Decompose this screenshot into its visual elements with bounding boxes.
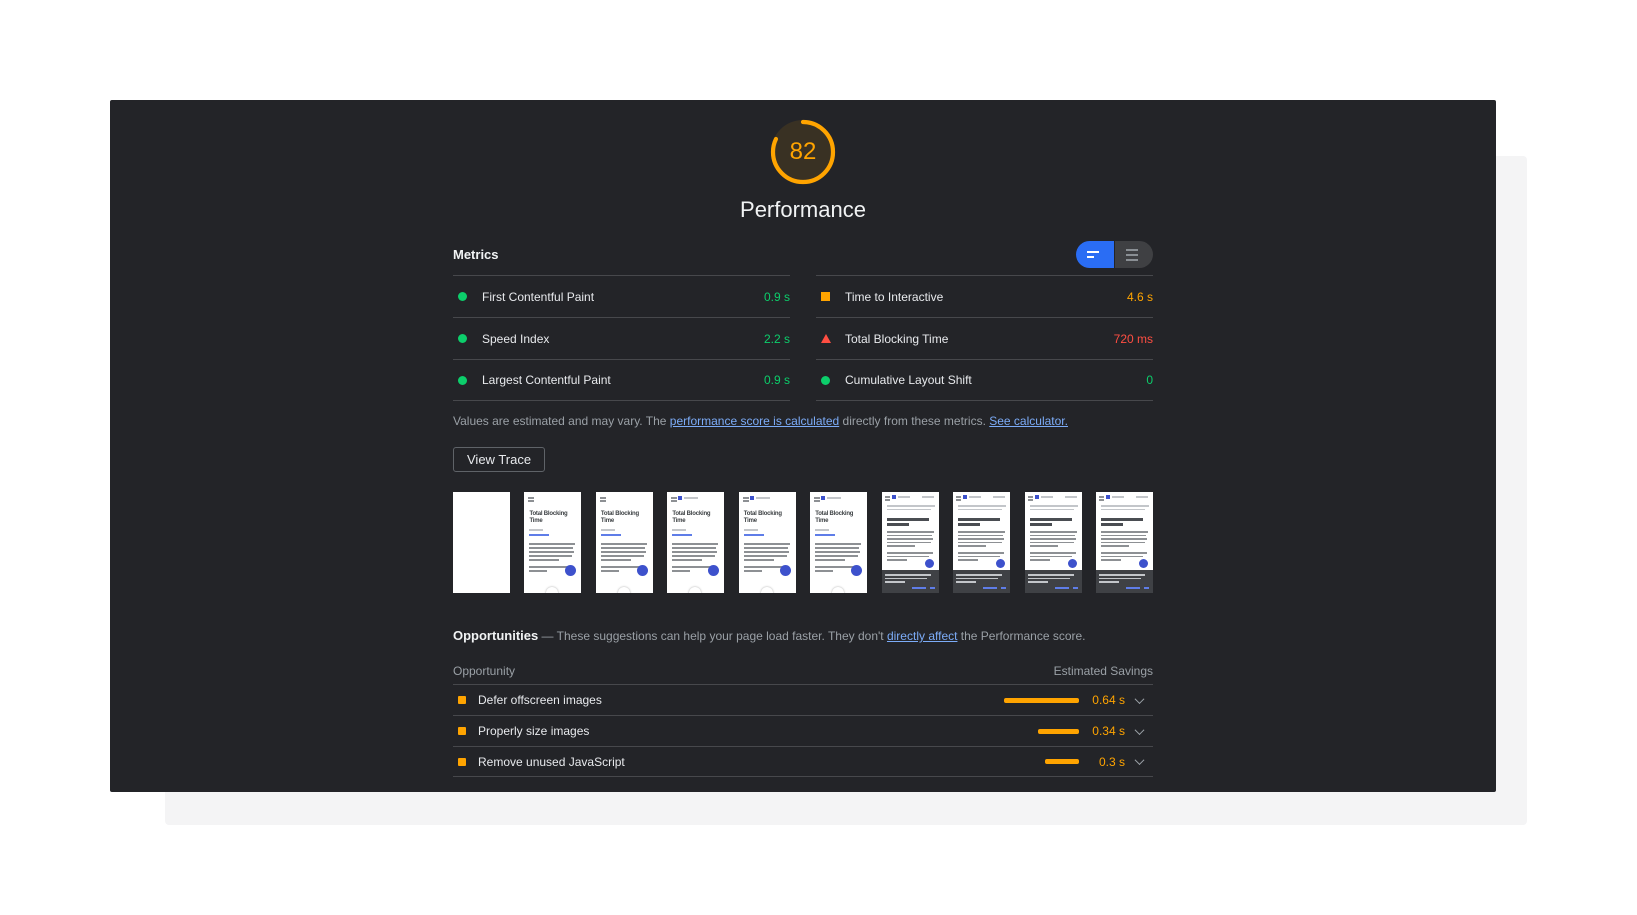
opportunity-row-properly-size-images[interactable]: Properly size images 0.34 s [453,715,1153,746]
filter-condensed-icon [1087,251,1099,253]
metrics-heading: Metrics [453,247,499,262]
opportunity-column-label: Opportunity [453,664,516,678]
filmstrip-frame: Total Blocking Time [524,492,582,593]
metric-row-lcp: Largest Contentful Paint 0.9 s [453,359,790,401]
metrics-header: Metrics [453,241,1153,268]
pass-icon [821,375,845,385]
page-title: Performance [740,197,866,222]
opportunity-warning-icon [458,727,466,735]
see-calculator-link[interactable]: See calculator. [989,414,1068,428]
score-value: 82 [789,138,817,165]
metric-value: 0 [1146,373,1153,387]
filmstrip-frame [953,492,1011,593]
metric-value: 0.9 s [763,373,790,387]
chevron-down-icon[interactable] [1125,693,1153,704]
filmstrip-frame [881,492,939,593]
savings-bar [1045,759,1079,764]
lighthouse-performance-card: 82 Performance Metrics [110,100,1496,792]
filmstrip-frame: Total Blocking Time [595,492,653,593]
performance-score-gauge[interactable]: 82 [769,118,837,186]
filmstrip-frame [1024,492,1082,593]
toggle-all-metrics-button[interactable] [1115,241,1153,268]
metric-value: 4.6 s [1126,289,1153,304]
metric-row-tbt: Total Blocking Time 720 ms [816,317,1153,359]
savings-bar [1004,697,1079,703]
opportunity-warning-icon [458,696,466,704]
estimated-savings-column-label: Estimated Savings [1053,664,1153,678]
pass-icon [458,292,482,301]
menu-lines-icon [1126,248,1138,251]
gauge-section: 82 [453,100,1153,186]
metrics-disclaimer: Values are estimated and may vary. The p… [453,414,1068,428]
opportunities-table: Defer offscreen images 0.64 s Properly s… [453,684,1153,777]
opportunity-warning-icon [458,757,466,766]
opportunities-heading: Opportunities — These suggestions can he… [453,628,1086,643]
filmstrip-frame [453,492,510,593]
view-trace-button[interactable]: View Trace [453,447,546,472]
filmstrip-frame: Total Blocking Time [667,492,725,593]
chevron-down-icon[interactable] [1125,755,1153,766]
score-ring-icon [770,119,836,185]
opportunities-column-headers: Opportunity Estimated Savings [453,664,1153,678]
performance-score-calculated-link[interactable]: performance score is calculated [669,414,840,428]
directly-affect-link[interactable]: directly affect [886,629,958,643]
savings-value: 0.3 s [1098,754,1125,769]
opportunity-row-remove-unused-javascript[interactable]: Remove unused JavaScript 0.3 s [453,746,1153,777]
toggle-relevant-audits-button[interactable] [1076,241,1114,268]
savings-value: 0.64 s [1092,693,1125,707]
metrics-grid: First Contentful Paint 0.9 s Speed Index… [453,275,1153,401]
metric-row-cls: Cumulative Layout Shift 0 [816,359,1153,401]
pass-icon [458,375,482,385]
fail-icon [821,334,845,343]
opportunity-row-defer-offscreen-images[interactable]: Defer offscreen images 0.64 s [453,684,1153,715]
metric-row-fcp: First Contentful Paint 0.9 s [453,275,790,317]
metric-value: 720 ms [1113,331,1153,346]
pass-icon [458,334,482,343]
savings-bar [1038,728,1079,734]
metrics-view-toggle [1076,241,1153,268]
metric-row-speed-index: Speed Index 2.2 s [453,317,790,359]
average-icon [821,292,845,301]
chevron-down-icon[interactable] [1125,724,1153,735]
filmstrip: Total Blocking Time Total Blocking Time … [453,492,1153,593]
metric-value: 2.2 s [763,331,790,346]
metric-value: 0.9 s [763,289,790,304]
savings-value: 0.34 s [1092,724,1125,738]
filmstrip-frame [1095,492,1153,593]
filmstrip-frame: Total Blocking Time [738,492,796,593]
metric-row-tti: Time to Interactive 4.6 s [816,275,1153,317]
filmstrip-frame: Total Blocking Time [810,492,868,593]
